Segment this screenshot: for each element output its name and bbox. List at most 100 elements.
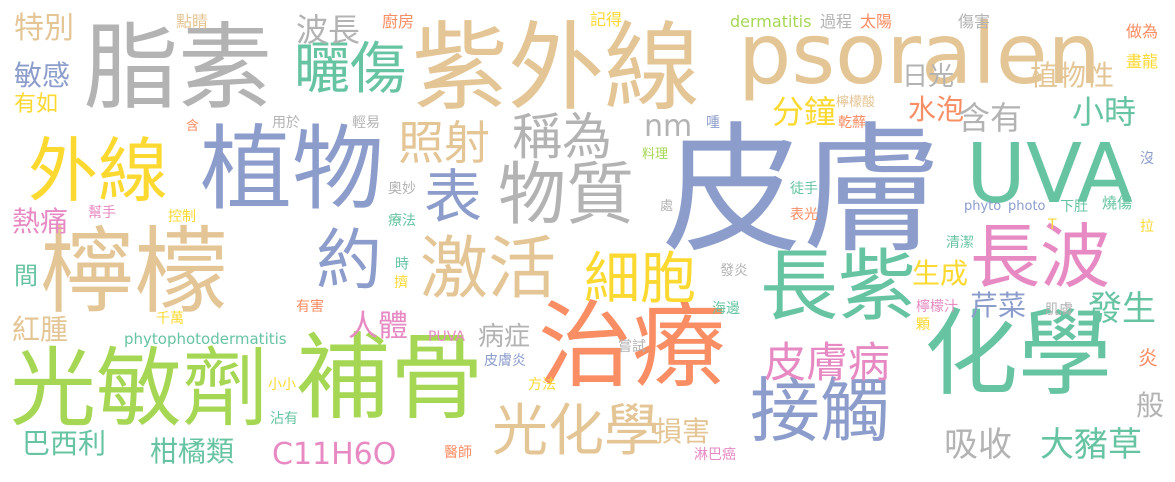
- word: 植物性: [1030, 59, 1115, 92]
- word: 般: [1136, 389, 1165, 422]
- word: 巴西利: [22, 427, 107, 460]
- word: 紅腫: [12, 313, 69, 346]
- word: 分鐘: [772, 93, 837, 131]
- word: 曬傷: [294, 37, 406, 102]
- word: 料理: [642, 147, 669, 162]
- word: 日光: [902, 62, 955, 92]
- word: 皮膚炎: [484, 353, 526, 369]
- word: 生成: [912, 257, 969, 290]
- word: 過程: [820, 12, 853, 31]
- word: phyto: [964, 199, 1002, 214]
- word: 約: [316, 222, 382, 299]
- word: 物質: [498, 156, 635, 235]
- word: 柑橘類: [150, 435, 235, 468]
- word: 檸檬酸: [836, 95, 876, 110]
- word: 含: [186, 119, 200, 134]
- word: 發生: [1088, 289, 1156, 329]
- word: 皮膚病: [764, 338, 891, 387]
- word: 沒: [1140, 151, 1154, 167]
- word: 幫手: [88, 205, 116, 221]
- word: PUVA: [428, 329, 465, 345]
- word: 外線: [28, 130, 168, 212]
- word: 激活: [420, 230, 557, 309]
- word: 擠: [394, 275, 408, 291]
- word: 特別: [14, 11, 74, 46]
- word: photo: [1008, 199, 1046, 214]
- word: 下肚: [1060, 199, 1088, 215]
- word: 紫外線: [412, 12, 700, 124]
- word: 損害: [654, 415, 711, 448]
- word: 長紫: [760, 242, 917, 332]
- word: 芹菜: [970, 289, 1027, 322]
- word: 敏感: [14, 59, 71, 92]
- word: 太陽: [860, 12, 893, 31]
- word: phytophotodermatitis: [124, 330, 287, 348]
- word: 植物: [200, 116, 385, 223]
- word: 淋巴癌: [694, 447, 736, 463]
- word: 大豬草: [1040, 425, 1142, 465]
- word: 補骨: [296, 324, 485, 433]
- word: 輕易: [352, 115, 380, 131]
- word: 檸檬汁: [916, 299, 958, 315]
- word: 嘗試: [618, 339, 646, 355]
- word: 脂素: [84, 14, 273, 123]
- word: 吸收: [944, 425, 1012, 465]
- word: 清潔: [946, 235, 974, 251]
- word: 長波: [970, 216, 1110, 298]
- word: C11H6O: [272, 437, 397, 472]
- word: 有如: [14, 92, 59, 117]
- word: 顆: [916, 317, 930, 333]
- word: UVA: [966, 127, 1133, 222]
- word: 檸檬: [40, 218, 229, 327]
- word: 表: [424, 163, 483, 231]
- word: 小小: [268, 377, 296, 393]
- word: 炎: [1138, 346, 1158, 370]
- word: 間: [14, 262, 38, 290]
- word: 畫龍: [1126, 52, 1159, 71]
- word: 有害: [296, 299, 324, 315]
- word: 燒傷: [1102, 194, 1133, 212]
- word: 水泡: [908, 93, 965, 126]
- word: 稱為: [512, 108, 612, 166]
- word: 用於: [272, 115, 300, 131]
- word: psoralen: [738, 5, 1101, 103]
- word: 含有: [958, 99, 1023, 137]
- word: 廚房: [382, 12, 415, 31]
- word: 皮膚: [662, 110, 943, 273]
- word: 照射: [398, 116, 490, 170]
- word: dermatitis: [730, 12, 812, 31]
- word: 喠: [706, 115, 720, 131]
- word: 點睛: [176, 12, 209, 31]
- word: 熱痛: [12, 205, 69, 238]
- word: 時: [393, 256, 409, 270]
- word: 徒手: [790, 181, 818, 197]
- word: 千萬: [156, 311, 184, 327]
- word: 奧妙: [388, 181, 416, 197]
- word: 控制: [168, 209, 196, 225]
- word: 光化學: [492, 399, 660, 464]
- word: 乾蘚: [838, 115, 866, 131]
- word: 人體: [348, 309, 408, 344]
- word: 細胞: [584, 247, 696, 312]
- word: 記得: [590, 10, 623, 29]
- word: 接觸: [750, 370, 890, 452]
- word: 光敏劑: [10, 339, 268, 439]
- word: 做為: [1126, 22, 1159, 41]
- word: 方法: [528, 377, 556, 393]
- word: 療法: [388, 213, 416, 229]
- word: T: [1048, 217, 1057, 233]
- word: 病症: [478, 322, 531, 352]
- word: 處: [660, 199, 674, 214]
- word: 醫師: [444, 445, 472, 461]
- word: 小時: [1072, 93, 1137, 131]
- word: 發炎: [720, 263, 748, 279]
- word: 海邊: [712, 301, 740, 317]
- word: 表光: [790, 207, 818, 223]
- word: 肌膚: [1045, 302, 1073, 318]
- word: 拉: [1140, 219, 1154, 235]
- word: 化學: [924, 300, 1113, 409]
- word: 傷害: [958, 12, 991, 31]
- word: 沾有: [270, 411, 298, 427]
- word: 波長: [296, 11, 361, 49]
